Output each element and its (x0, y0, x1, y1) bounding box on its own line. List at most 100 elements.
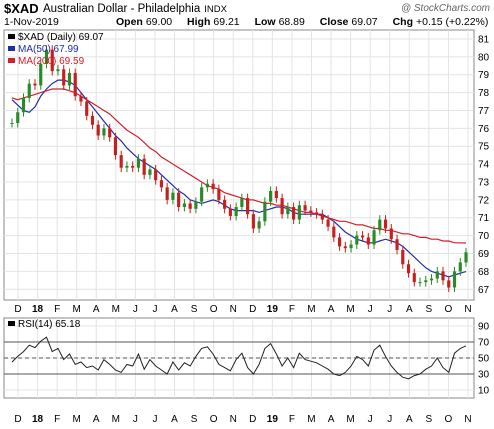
price-candle-body (67, 72, 72, 86)
price-candle-body (228, 208, 232, 216)
price-candle-body (286, 207, 290, 215)
price-candle-body (366, 237, 370, 245)
price-candle-body (33, 83, 37, 86)
price-y-tick-label: 81 (478, 34, 490, 45)
chg-value: +0.15 (+0.22%) (416, 16, 489, 28)
rsi-x-tick-label: J (368, 414, 373, 425)
chart-symbol: $XAD (4, 1, 39, 16)
price-candle-body (171, 192, 175, 200)
rsi-x-tick-label: S (426, 414, 433, 425)
price-candle-body (223, 199, 227, 209)
price-candle-body (441, 271, 445, 281)
rsi-x-tick-label: 18 (32, 414, 44, 425)
price-candle-body (21, 97, 26, 113)
price-x-tick-label: D (14, 304, 21, 315)
price-candle-body (383, 219, 388, 229)
price-candle-body (136, 158, 141, 168)
high-value: 69.21 (213, 16, 240, 28)
price-x-tick-label: S (426, 304, 433, 315)
rsi-legend-label: RSI(14) 65.18 (18, 319, 81, 330)
rsi-x-tick-label: O (445, 414, 453, 425)
chart-title-text: Australian Dollar - Philadelphia (43, 3, 201, 15)
price-candle-body (108, 128, 112, 138)
price-candle-body (113, 137, 118, 156)
rsi-x-tick-label: D (14, 414, 21, 425)
price-y-tick-label: 73 (478, 177, 490, 188)
rsi-x-tick-label: M (112, 414, 120, 425)
price-y-tick-label: 69 (478, 249, 490, 260)
price-y-tick-label: 67 (478, 285, 490, 296)
rsi-x-tick-label: A (171, 414, 178, 425)
high-label: High (187, 16, 211, 28)
price-x-tick-label: M (73, 304, 81, 315)
price-candle-body (177, 192, 181, 208)
price-candle-body (85, 101, 89, 116)
price-candle-body (73, 72, 77, 97)
rsi-x-tick-label: F (54, 414, 60, 425)
open-label: Open (116, 16, 143, 28)
quote-date: 1-Nov-2019 (4, 16, 59, 28)
price-y-tick-label: 70 (478, 231, 490, 242)
price-candle-body (326, 219, 330, 227)
price-x-tick-label: 18 (32, 304, 44, 315)
price-candle-body (378, 219, 382, 231)
price-candle-body (234, 207, 238, 216)
open-value: 69.00 (145, 16, 173, 28)
price-y-tick-label: 75 (478, 142, 490, 153)
price-legend-swatch (8, 34, 15, 39)
rsi-x-tick-label: F (289, 414, 295, 425)
stockcharts-watermark[interactable]: @ StockCharts.com (400, 3, 490, 14)
rsi-x-tick-label: A (406, 414, 413, 425)
price-candle-body (458, 262, 462, 272)
rsi-y-tick-label: 90 (478, 322, 490, 333)
rsi-x-tick-label: A (93, 414, 100, 425)
price-candle-body (240, 198, 244, 208)
low-value: 68.89 (278, 16, 305, 28)
rsi-x-tick-label: S (191, 414, 198, 425)
price-candle-body (349, 244, 353, 249)
price-x-tick-label: A (406, 304, 413, 315)
price-candle-body (274, 190, 278, 199)
price-candle-body (320, 214, 324, 220)
price-candle-body (424, 280, 428, 283)
exchange-label: INDX (204, 4, 227, 15)
price-candle-body (360, 235, 365, 238)
close-value: 69.07 (351, 16, 378, 28)
price-x-tick-label: S (191, 304, 198, 315)
price-candle-body (165, 187, 169, 200)
price-x-tick-label: O (210, 304, 218, 315)
price-candle-body (154, 169, 158, 181)
price-candle-body (418, 282, 422, 284)
price-candle-body (401, 249, 405, 265)
price-candle-body (90, 115, 95, 125)
price-candle-body (44, 49, 49, 64)
price-x-tick-label: J (152, 304, 157, 315)
price-y-tick-label: 79 (478, 70, 490, 81)
price-x-tick-label: M (346, 304, 354, 315)
price-candle-body (148, 169, 152, 175)
price-candle-body (429, 278, 434, 281)
price-candle-body (309, 210, 313, 213)
price-candle-body (464, 252, 468, 263)
rsi-legend-swatch (8, 321, 15, 326)
rsi-x-tick-label: N (464, 414, 471, 425)
price-x-tick-label: A (328, 304, 335, 315)
price-candle-body (343, 246, 347, 249)
price-candle-body (205, 183, 209, 188)
price-candle-body (355, 235, 359, 245)
price-candle-body (246, 198, 250, 215)
price-candle-body (251, 214, 255, 229)
rsi-line (11, 336, 467, 380)
chg-label: Chg (392, 16, 413, 28)
price-candle-body (56, 69, 60, 72)
price-candle-body (119, 155, 123, 168)
price-y-tick-label: 72 (478, 195, 490, 206)
price-x-tick-label: F (54, 304, 60, 315)
rsi-y-tick-label: 70 (478, 338, 490, 349)
price-candle-body (372, 230, 376, 245)
price-legend-label: $XAD (Daily) 69.07 (18, 32, 104, 43)
price-candle-body (10, 122, 14, 124)
price-candle-body (389, 228, 393, 240)
rsi-y-tick-label: 10 (478, 386, 490, 397)
